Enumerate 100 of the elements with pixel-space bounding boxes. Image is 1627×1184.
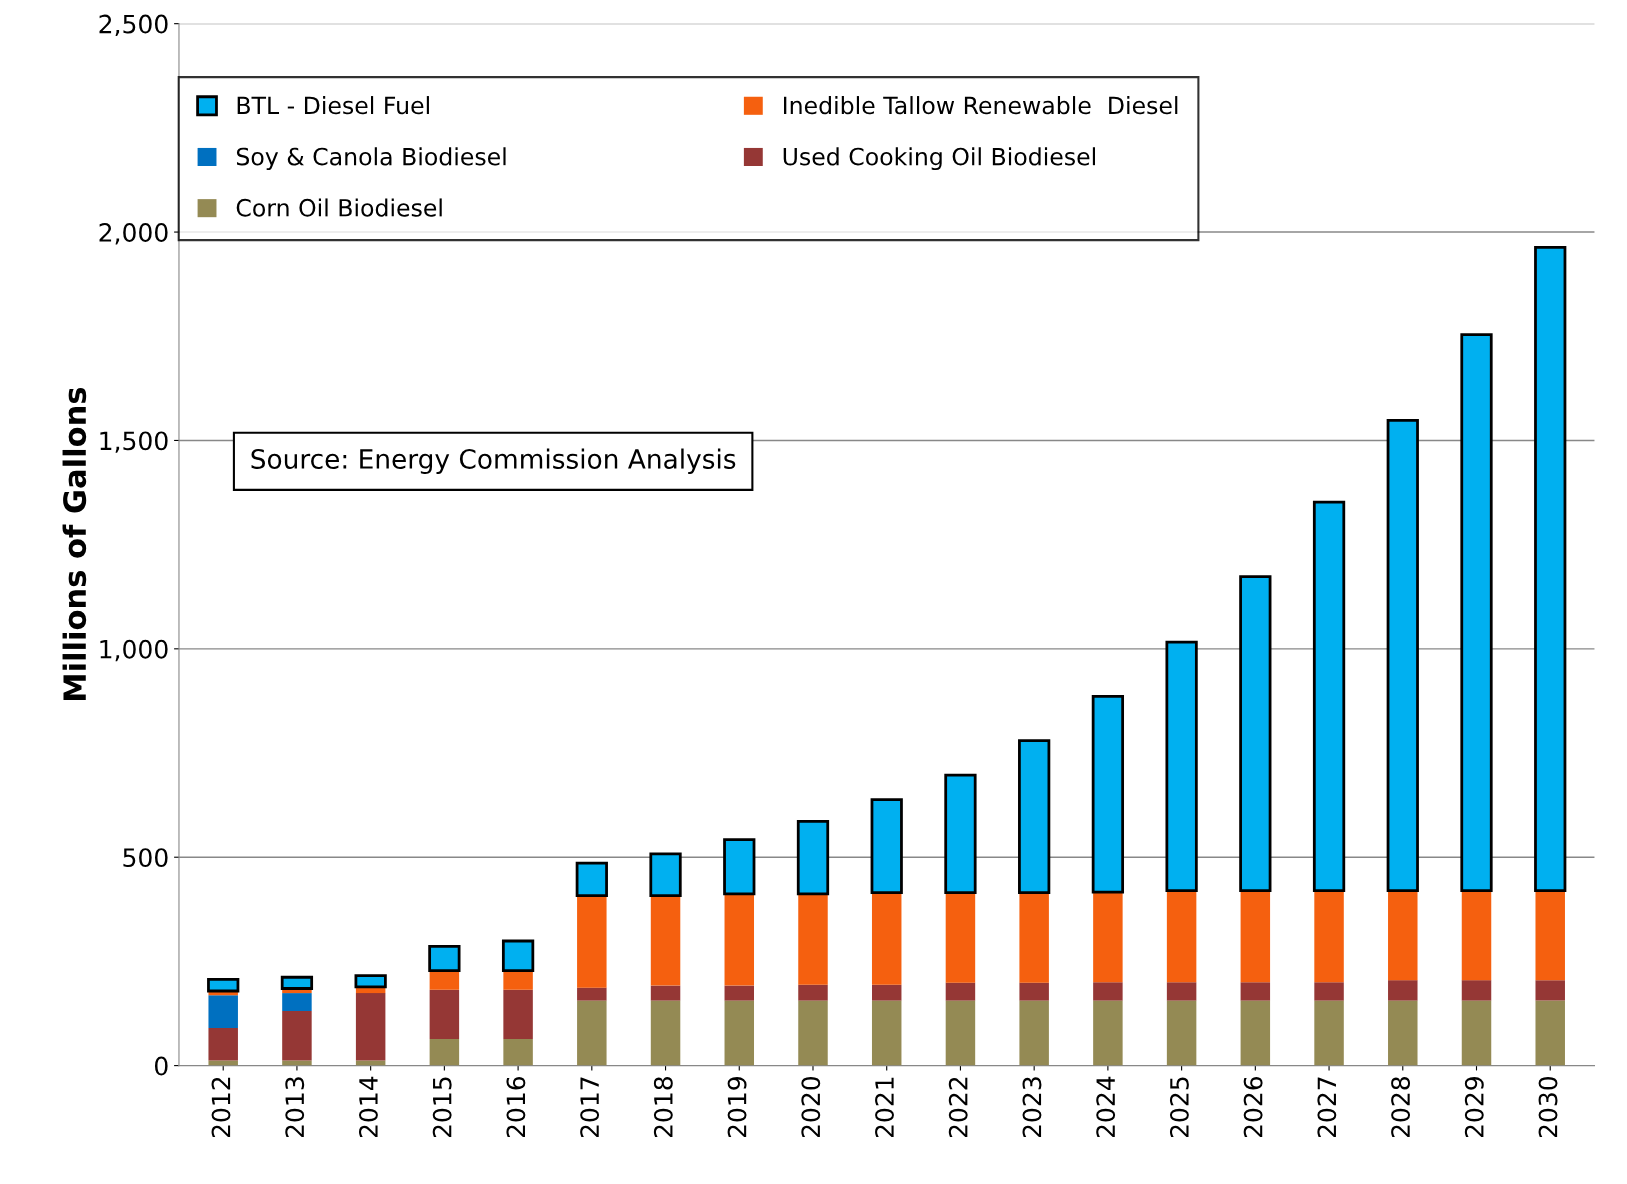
bar [798,984,828,1001]
bar [1019,892,1049,983]
legend-label: Inedible Tallow Renewable Diesel [783,96,1178,115]
bar [1535,890,1565,981]
y-tick-label: 1,000 [100,639,168,662]
bar [577,987,607,1001]
bar [1018,739,1051,895]
x-tick-label: 2017 [580,1077,600,1138]
x-tick-label: 2014 [358,1076,378,1138]
bar [282,993,312,1011]
bar [945,982,976,1001]
bar [1091,694,1125,894]
bar [796,819,830,896]
bar [870,798,903,895]
bar [945,1000,976,1066]
x-tick-label: 2030 [1538,1076,1558,1138]
bar [577,895,607,988]
bar [503,1038,533,1066]
bar [429,970,460,990]
bar [1166,1000,1197,1066]
bar [1166,890,1197,983]
bar [1388,890,1418,981]
y-tick-label: 500 [123,848,168,868]
bar [649,852,682,897]
bar [428,945,461,972]
bar [1165,640,1198,892]
bar [501,939,535,972]
bar [1312,500,1346,892]
bar [1534,246,1567,892]
x-tick-label: 2029 [1464,1077,1484,1138]
bar [945,892,976,983]
bar [1314,1000,1344,1066]
x-tick-label: 2015 [432,1077,452,1138]
x-tick-label: 2016 [506,1076,526,1138]
bar [723,838,756,896]
bar [1019,982,1049,1001]
bar [1093,892,1123,983]
bar [1535,980,1565,1001]
bar [1240,890,1271,983]
x-tick-label: 2026 [1243,1076,1263,1138]
bar [650,895,681,986]
legend-label: BTL - Diesel Fuel [237,96,429,115]
bar [1240,982,1271,1001]
bar [577,1000,607,1066]
bar [1461,1000,1492,1066]
bar [575,861,608,897]
legend-label: Corn Oil Biodiesel [236,198,442,217]
legend-label: Used Cooking Oil Biodiesel [783,147,1095,171]
bar [871,892,902,985]
bar [798,1000,828,1066]
y-axis-title: Millions of Gallons [62,387,87,701]
bar [1460,333,1493,892]
y-tick-label: 2,000 [99,223,168,245]
bar [429,989,460,1039]
bar [1388,1000,1418,1066]
bar [1240,1000,1271,1066]
bar [354,974,387,989]
bar [355,993,386,1061]
annotation: Source: Energy Commission Analysis [251,448,736,475]
x-tick-label: 2022 [948,1077,968,1138]
bar [1535,1000,1565,1066]
bar [503,970,533,990]
bar [871,1000,902,1066]
bar [724,1000,755,1066]
bar [944,773,977,895]
bar [1461,980,1492,1001]
x-tick-label: 2024 [1096,1076,1116,1138]
x-tick-label: 2027 [1317,1077,1337,1138]
bar [724,985,755,1001]
y-tick-label: 2,500 [99,14,168,37]
x-tick-label: 2012 [211,1077,231,1138]
y-tick-label: 1,500 [100,431,168,453]
bar [1461,890,1492,981]
y-tick-label: 0 [154,1056,168,1076]
bar [871,984,902,1001]
x-tick-label: 2021 [875,1077,894,1138]
bar [208,995,238,1029]
bar [282,1011,312,1061]
bar [503,989,533,1039]
bar [1314,982,1344,1001]
bar [650,1000,681,1066]
bar [208,1028,238,1061]
bar [207,977,240,993]
x-tick-label: 2028 [1391,1077,1411,1138]
bar [1386,419,1419,892]
bar [1093,982,1123,1001]
bar [1314,890,1344,983]
bar [280,975,314,990]
bar [1019,1000,1049,1066]
x-tick-label: 2020 [801,1076,821,1138]
x-tick-label: 2023 [1022,1077,1042,1138]
x-tick-label: 2013 [285,1077,305,1138]
bar [724,893,755,986]
bar [1166,982,1197,1001]
bar [1093,1000,1123,1066]
x-tick-label: 2018 [653,1077,673,1138]
legend-label: Soy & Canola Biodiesel [236,147,506,171]
bar [1239,575,1272,892]
bar [798,893,828,985]
bar [429,1038,460,1066]
